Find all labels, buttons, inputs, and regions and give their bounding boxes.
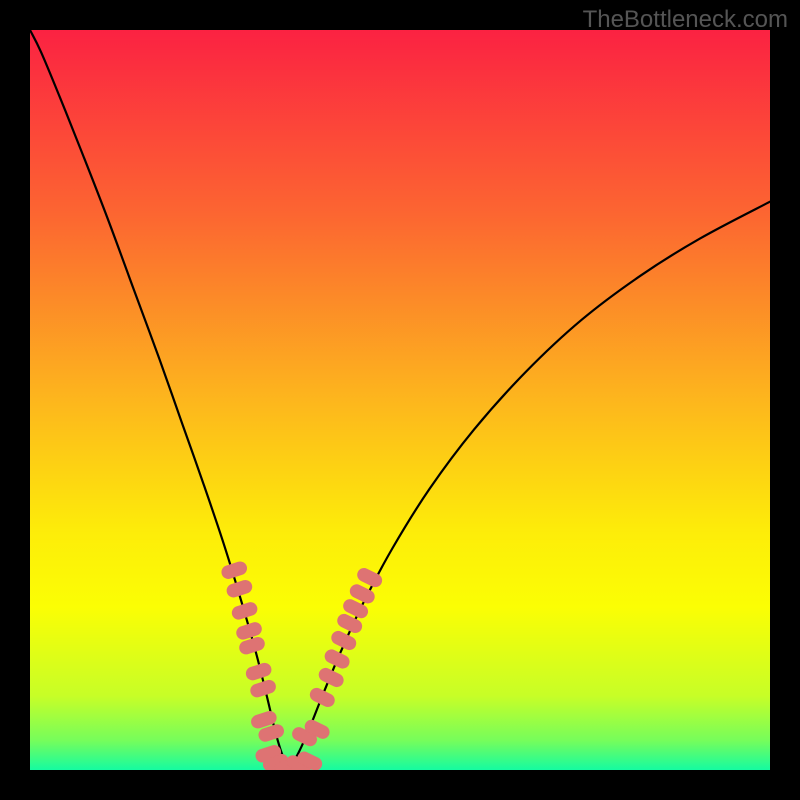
curve-marker	[220, 560, 248, 580]
bottleneck-curve	[289, 202, 770, 766]
curve-marker	[245, 662, 273, 682]
curve-marker	[249, 679, 277, 699]
curve-marker	[308, 686, 336, 708]
curve-overlay	[0, 0, 800, 800]
outer-frame: TheBottleneck.com	[0, 0, 800, 800]
curve-marker	[317, 666, 345, 688]
bottleneck-curve	[30, 30, 289, 766]
curve-marker	[323, 648, 351, 670]
curve-marker	[226, 579, 254, 599]
curve-marker	[231, 601, 259, 621]
watermark-text: TheBottleneck.com	[583, 6, 788, 34]
